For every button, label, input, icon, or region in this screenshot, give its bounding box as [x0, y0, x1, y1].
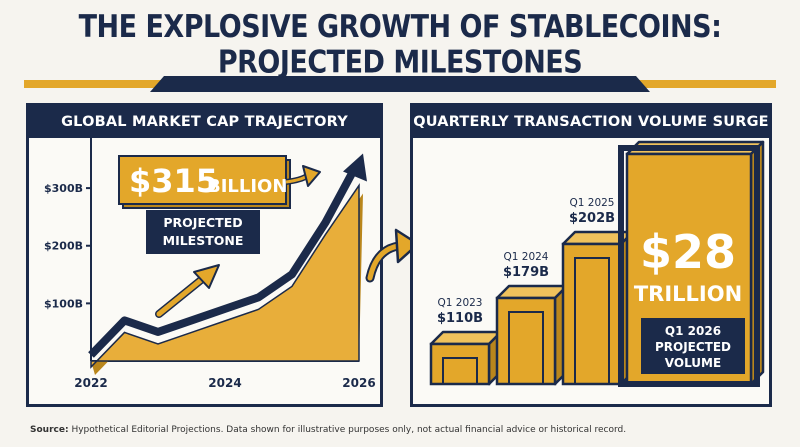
trend-arrowhead [343, 153, 367, 182]
market-cap-heading: GLOBAL MARKET CAP TRAJECTORY [29, 106, 380, 138]
source-footnote: Source: Hypothetical Editorial Projectio… [30, 425, 626, 435]
volume-callout-box [641, 318, 745, 374]
x-tick-label: 2024 [208, 376, 241, 390]
y-tick-label: $200B [44, 240, 83, 253]
bar-value-label: $202B [569, 211, 615, 226]
volume-callout-sub3: VOLUME [665, 356, 721, 370]
bar-category-label: Q1 2024 [503, 251, 548, 263]
volume-callout-unit: TRILLION [634, 282, 742, 306]
y-tick-label: $100B [44, 297, 83, 310]
title-banner [24, 76, 776, 92]
transaction-volume-chart: Q1 2023 $110B Q1 2024 $179B Q1 2025 $202B $28… [429, 140, 765, 387]
market-cap-panel: GLOBAL MARKET CAP TRAJECTORY $100B $200B $… [26, 103, 383, 407]
market-cap-chart: $100B $200B $300B 2022 2024 2026 $315 BILLION… [44, 136, 376, 390]
x-tick-label: 2022 [74, 376, 107, 390]
volume-callout-sub2: PROJECTED [655, 340, 731, 354]
bar-category-label: Q1 2025 [569, 197, 614, 209]
market-cap-callout-unit: BILLION [207, 176, 287, 197]
x-tick-label: 2026 [342, 376, 375, 390]
market-cap-callout-sub1: PROJECTED [163, 215, 242, 230]
volume-callout-sub1: Q1 2026 [665, 324, 721, 338]
bar-value-label: $179B [503, 265, 549, 280]
trend-line [88, 169, 357, 358]
bar-category-label: Q1 2023 [437, 297, 482, 309]
y-tick-label: $300B [44, 182, 83, 195]
footnote-text: Hypothetical Editorial Projections. Data… [71, 425, 627, 435]
market-cap-callout: $315 BILLION PROJECTED MILESTONE [118, 155, 321, 254]
footnote-label: Source: [30, 425, 69, 435]
volume-bar [429, 330, 503, 386]
bar-value-label: $110B [437, 311, 483, 326]
page-title: THE EXPLOSIVE GROWTH OF STABLECOINS: PRO… [78, 9, 722, 81]
market-cap-callout-sub2: MILESTONE [163, 233, 244, 248]
volume-bar [495, 284, 569, 386]
growth-arrow-icon [155, 264, 220, 318]
volume-callout-value: $28 [640, 225, 736, 279]
transaction-volume-heading: QUARTERLY TRANSACTION VOLUME SURGE [413, 106, 769, 138]
panel-connector-arrow-icon [365, 228, 420, 283]
market-cap-area [90, 183, 360, 369]
transaction-volume-panel: QUARTERLY TRANSACTION VOLUME SURGE Q1 20… [410, 103, 772, 407]
market-cap-callout-value: $315 [129, 162, 218, 200]
